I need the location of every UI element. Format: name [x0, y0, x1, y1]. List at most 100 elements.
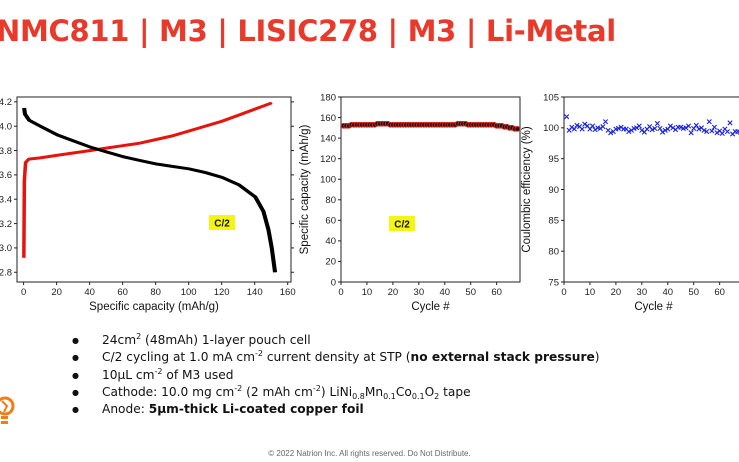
bullet-anode: Anode: 5μm-thick Li-coated copper foil [72, 401, 600, 419]
y-tick-label: 40 [325, 236, 336, 247]
x-tick-label: 0 [21, 287, 26, 298]
x-axis-label: Specific capacity (mAh/g) [89, 301, 219, 313]
efficiency-point [701, 127, 707, 133]
efficiency-point [654, 120, 660, 127]
efficiency-point [678, 124, 684, 130]
y-tick-label: 95 [548, 154, 559, 165]
efficiency-point [649, 127, 655, 133]
y-axis-label: Coulombic efficiency (%) [521, 126, 533, 253]
x-tick-label: 120 [214, 287, 230, 298]
y-tick-label: 100 [320, 175, 336, 186]
x-tick-label: 30 [637, 287, 648, 298]
efficiency-point [652, 125, 658, 132]
y-tick-label: 3.2 [0, 219, 12, 230]
charge-curve-band [23, 102, 273, 258]
y-tick-label: 80 [548, 246, 559, 257]
y-tick-label: 3.8 [0, 146, 12, 157]
x-tick-label: 160 [280, 287, 296, 298]
bullet-cycling-conditions: C/2 cycling at 1.0 mA cm-2 current densi… [72, 349, 600, 367]
x-tick-label: 10 [585, 287, 596, 298]
x-tick-label: 10 [362, 287, 373, 298]
y-tick-label: 3.4 [0, 195, 12, 206]
rate-badge [209, 215, 235, 230]
y-tick-label: 100 [543, 123, 559, 134]
x-tick-label: 50 [688, 287, 699, 298]
efficiency-point [685, 123, 692, 129]
efficiency-point [688, 130, 694, 136]
x-tick-label: 40 [84, 287, 95, 298]
bullet-cell-format: 24cm2 (48mAh) 1-layer pouch cell [72, 332, 600, 350]
capacity-cycling-chart: 0 10 20 30 40 50 60 0 20 40 60 80 100 120 140 160 180 Cyc… [299, 92, 521, 313]
efficiency-point [574, 122, 580, 128]
y-tick-label: 140 [320, 133, 336, 144]
x-tick-label: 0 [338, 287, 343, 298]
y-tick-label: 160 [320, 113, 336, 124]
efficiency-point [589, 123, 596, 129]
y-tick-label: 90 [548, 185, 559, 196]
x-axis-label: Cycle # [634, 301, 673, 313]
efficiency-point [696, 126, 702, 132]
plot-frame [16, 96, 292, 283]
slide-title: NMC811 | M3 | LISIC278 | M3 | Li-Metal [0, 14, 616, 48]
efficiency-point [727, 120, 733, 126]
y-tick-label: 20 [325, 257, 336, 268]
copyright-footer: © 2022 Natrion Inc. All rights reserved.… [268, 449, 471, 458]
x-tick-label: 50 [465, 287, 476, 298]
voltage-profile-chart: 0 20 40 60 80 100 120 140 160 2.8 3.0 3.2 3.4 3.6 3.8 4… [0, 96, 296, 313]
x-tick-label: 30 [414, 287, 425, 298]
charge-curve [22, 101, 272, 258]
efficiency-point [693, 122, 699, 128]
efficiency-point [704, 128, 710, 135]
plot-frame [340, 96, 521, 283]
efficiency-point [615, 125, 622, 132]
efficiency-point [657, 125, 663, 132]
discharge-curve-band [24, 107, 278, 273]
rate-badge [389, 216, 415, 231]
y-tick-label: 3.6 [0, 170, 12, 181]
efficiency-point [579, 126, 585, 132]
y-tick-label: 4.0 [0, 122, 12, 133]
x-tick-label: 140 [247, 287, 263, 298]
coulombic-efficiency-chart: 0 10 20 30 40 50 60 75 80 85 90 95 100 105 Cycle # Coul… [521, 92, 739, 313]
x-tick-label: 20 [611, 287, 622, 298]
efficiency-point [719, 130, 725, 136]
efficiency-point [711, 124, 718, 130]
y-axis-label: Specific capacity (mAh/g) [299, 124, 311, 254]
efficiency-point [735, 128, 739, 135]
y-tick-label: 0 [331, 277, 336, 288]
y-tick-label: 2.8 [0, 268, 12, 279]
cell-details-list: 24cm2 (48mAh) 1-layer pouch cell C/2 cyc… [72, 332, 600, 419]
x-tick-label: 40 [439, 287, 450, 298]
efficiency-point [608, 130, 614, 136]
x-tick-label: 0 [561, 287, 566, 298]
y-tick-label: 80 [325, 195, 336, 206]
efficiency-point [564, 114, 570, 120]
y-tick-label: 120 [320, 154, 336, 165]
company-logo [0, 396, 15, 424]
x-tick-label: 80 [150, 287, 161, 298]
y-tick-label: 180 [320, 92, 336, 103]
y-tick-label: 60 [325, 216, 336, 227]
efficiency-point [602, 119, 609, 125]
bullet-cathode: Cathode: 10.0 mg cm-2 (2 mAh cm-2) LiNi0… [72, 384, 600, 402]
efficiency-point [709, 128, 715, 134]
efficiency-point [571, 126, 577, 132]
x-tick-label: 20 [51, 287, 62, 298]
efficiency-point [600, 124, 606, 130]
y-tick-label: 75 [548, 277, 559, 288]
efficiency-point [626, 128, 632, 135]
x-tick-label: 100 [181, 287, 197, 298]
bullet-electrolyte-loading: 10μL cm-2 of M3 used [72, 367, 600, 385]
y-tick-label: 4.2 [0, 97, 12, 108]
efficiency-point [636, 123, 642, 129]
y-tick-label: 85 [548, 216, 559, 227]
y-tick-label: 3.0 [0, 243, 12, 254]
capacity-point [514, 125, 521, 132]
x-tick-label: 60 [491, 287, 502, 298]
rate-badge-label: C/2 [394, 220, 410, 231]
efficiency-point [662, 127, 668, 133]
efficiency-point [706, 119, 712, 125]
discharge-curve [22, 107, 276, 273]
x-tick-label: 60 [117, 287, 128, 298]
y-tick-label: 105 [543, 92, 559, 103]
